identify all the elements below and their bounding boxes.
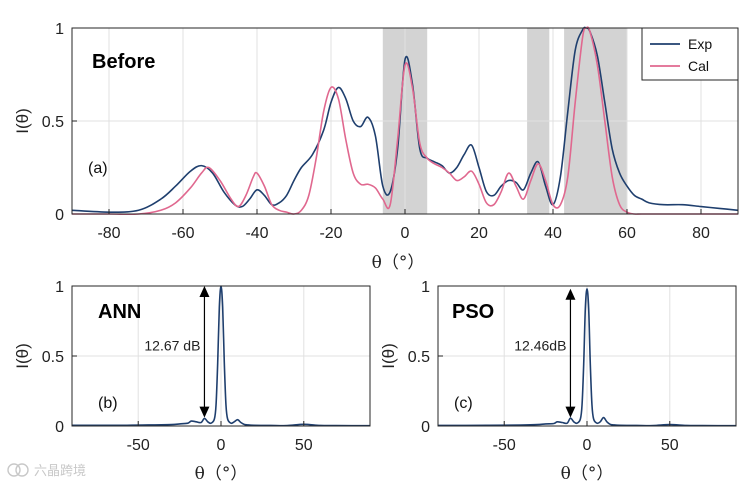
watermark-logo-icon [7,463,21,477]
series-line-cal [72,26,738,216]
chart-panel-c: -50 0 50 0 0.5 1 I(θ) θ（°） PSO (c) 12.46dB [379,279,737,484]
x-tick-label: 0 [217,437,226,454]
y-tick-label: 1 [55,279,64,296]
panel-title: ANN [98,301,141,323]
y-tick-label: 0 [421,419,430,436]
watermark: 六晶跨境 [7,463,86,479]
arrow-head-up-icon [565,288,576,300]
x-tick-label: -50 [127,437,150,454]
panel-label: (a) [88,160,108,177]
sidelobe-annotation: 12.67 dB [144,337,200,353]
x-tick-label: 20 [470,225,488,242]
chart-panel-a: -80 -60 -40 -20 0 20 40 60 80 0 0.5 1 I(θ) θ（°） Before… [13,21,739,273]
y-tick-label: 0.5 [408,349,430,366]
panel-title: PSO [452,301,494,323]
x-tick-label: -80 [97,225,120,242]
y-tick-label: 1 [421,279,430,296]
x-axis-label: θ（°） [561,464,614,484]
y-axis-label: I(θ) [379,343,398,369]
series-line-exp [437,288,737,427]
y-axis-label: I(θ) [13,108,32,134]
panel-label: (b) [98,395,118,412]
arrow-head-down-icon [565,406,576,418]
x-axis-label: θ（°） [372,253,425,273]
x-tick-label: 60 [618,225,636,242]
x-tick-label: 80 [692,225,710,242]
y-tick-label: 0.5 [42,349,64,366]
series-line-exp [71,285,371,427]
legend-label-exp: Exp [688,36,712,52]
x-tick-label: -40 [245,225,268,242]
x-tick-label: 0 [583,437,592,454]
panel-title: Before [92,51,155,73]
sidelobe-annotation: 12.46dB [514,337,566,353]
legend-box [641,27,739,81]
watermark-logo-icon [15,463,29,477]
y-tick-label: 0 [55,419,64,436]
x-tick-label: -50 [493,437,516,454]
y-tick-label: 1 [55,21,64,38]
x-tick-label: -20 [319,225,342,242]
arrow-head-up-icon [199,286,210,297]
y-axis-label: I(θ) [13,343,32,369]
legend: Exp Cal [641,27,739,81]
x-tick-label: 40 [544,225,562,242]
series-line-exp [71,26,739,213]
chart-panel-b: -50 0 50 0 0.5 1 I(θ) θ（°） ANN (b) 12.67 dB [13,279,371,484]
y-tick-label: 0.5 [42,114,64,131]
panel-label: (c) [454,395,473,412]
x-tick-label: 50 [295,437,313,454]
legend-label-cal: Cal [688,58,709,74]
watermark-text: 六晶跨境 [34,464,86,479]
x-tick-label: 0 [401,225,410,242]
arrow-head-down-icon [199,406,210,418]
x-axis-label: θ（°） [195,464,248,484]
x-tick-label: -60 [171,225,194,242]
y-tick-label: 0 [55,207,64,224]
x-tick-label: 50 [661,437,679,454]
